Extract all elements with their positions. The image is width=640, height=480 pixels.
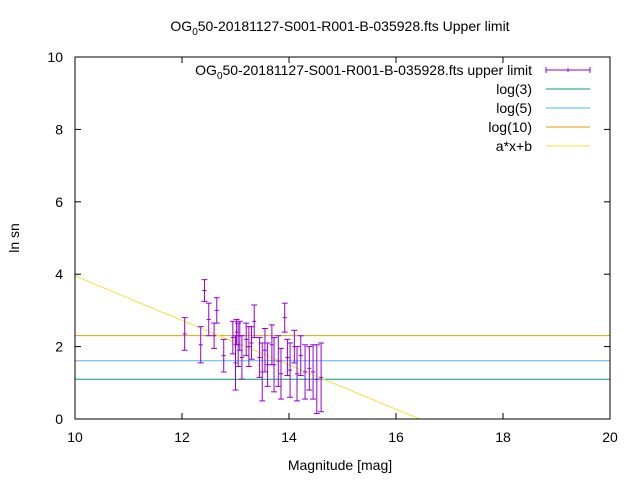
chart-title: OG050-20181127-S001-R001-B-035928.fts Up… — [170, 18, 509, 38]
x-tick-label-3: 16 — [388, 429, 404, 445]
plot-series-area — [75, 275, 610, 419]
legend: OG050-20181127-S001-R001-B-035928.fts up… — [195, 62, 591, 154]
error-bar-point-5 — [213, 297, 220, 324]
x-tick-labels: 10 12 14 16 18 20 — [67, 429, 618, 445]
error-bar-point-15 — [248, 326, 255, 360]
x-tick-label-1: 12 — [174, 429, 190, 445]
error-bar-point-24 — [277, 347, 284, 400]
error-bar-point-34 — [313, 344, 320, 415]
error-bar-point-30 — [297, 335, 304, 377]
legend-samples — [545, 67, 591, 147]
error-bar-point-12 — [238, 335, 245, 380]
error-bar-point-16 — [251, 304, 258, 339]
error-bar-point-0 — [181, 317, 188, 351]
y-tick-label-4: 8 — [55, 121, 63, 137]
error-bar-point-17 — [256, 337, 263, 378]
y-tick-labels: 0 2 4 6 8 10 — [47, 49, 63, 427]
legend-label-upper-limit: OG050-20181127-S001-R001-B-035928.fts up… — [195, 62, 532, 82]
error-bar-point-19 — [261, 328, 268, 373]
legend-sample-0 — [545, 67, 591, 73]
error-bar-point-6 — [220, 338, 227, 373]
x-tick-label-4: 18 — [495, 429, 511, 445]
error-bar-point-22 — [271, 337, 278, 393]
y-tick-label-0: 0 — [55, 411, 63, 427]
error-bar-point-13 — [243, 322, 250, 357]
error-bar-point-35 — [318, 342, 325, 413]
error-bar-point-23 — [275, 335, 282, 387]
x-tick-label-5: 20 — [602, 429, 618, 445]
y-tick-label-2: 4 — [55, 266, 63, 282]
error-bar-point-3 — [205, 302, 212, 337]
legend-label-log5: log(5) — [496, 100, 532, 116]
series-line-4 — [75, 275, 420, 419]
y-axis-label: ln sn — [6, 223, 22, 253]
error-bar-point-33 — [310, 344, 317, 400]
error-bar-points — [181, 279, 325, 415]
error-bar-point-2 — [201, 279, 208, 302]
y-tick-label-3: 6 — [55, 194, 63, 210]
error-bar-point-25 — [281, 302, 288, 333]
reference-lines — [75, 275, 610, 419]
y-tick-label-1: 2 — [55, 339, 63, 355]
x-tick-label-2: 14 — [281, 429, 297, 445]
error-bar-point-26 — [284, 338, 291, 377]
error-bar-point-29 — [294, 346, 301, 402]
legend-label-fit-line: a*x+b — [496, 138, 532, 154]
error-bar-point-32 — [306, 346, 313, 391]
y-tick-label-5: 10 — [47, 49, 63, 65]
x-axis-label: Magnitude [mag] — [288, 457, 392, 473]
legend-label-log10: log(10) — [488, 119, 532, 135]
error-bar-point-27 — [287, 342, 294, 398]
plot-frame — [74, 56, 611, 420]
error-bar-point-7 — [229, 320, 236, 355]
error-bar-point-31 — [302, 344, 309, 400]
x-tick-label-0: 10 — [67, 429, 83, 445]
error-bar-point-1 — [197, 326, 204, 364]
legend-label-log3: log(3) — [496, 81, 532, 97]
